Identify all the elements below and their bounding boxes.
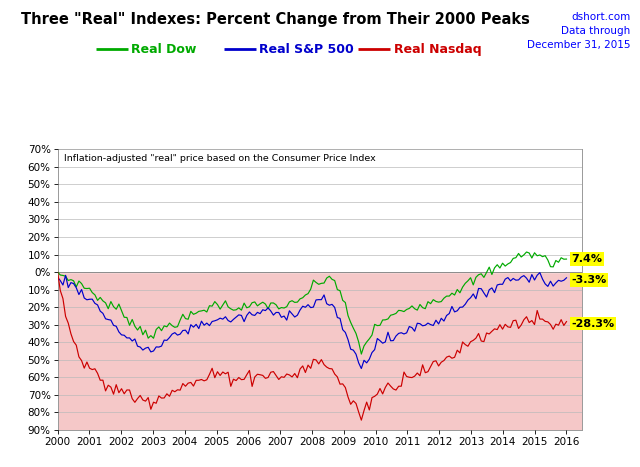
Text: dshort.com
Data through
December 31, 2015: dshort.com Data through December 31, 201… xyxy=(527,12,630,50)
Bar xyxy=(58,149,582,272)
Text: Three "Real" Indexes: Percent Change from Their 2000 Peaks: Three "Real" Indexes: Percent Change fro… xyxy=(20,12,530,27)
Bar xyxy=(58,272,582,430)
Text: Real Dow: Real Dow xyxy=(131,42,196,56)
Text: 7.4%: 7.4% xyxy=(572,254,602,264)
Text: -3.3%: -3.3% xyxy=(572,275,607,285)
Text: -28.3%: -28.3% xyxy=(572,318,614,329)
Text: Inflation-adjusted "real" price based on the Consumer Price Index: Inflation-adjusted "real" price based on… xyxy=(64,154,376,163)
Text: Real S&P 500: Real S&P 500 xyxy=(259,42,354,56)
Text: Real Nasdaq: Real Nasdaq xyxy=(394,42,481,56)
